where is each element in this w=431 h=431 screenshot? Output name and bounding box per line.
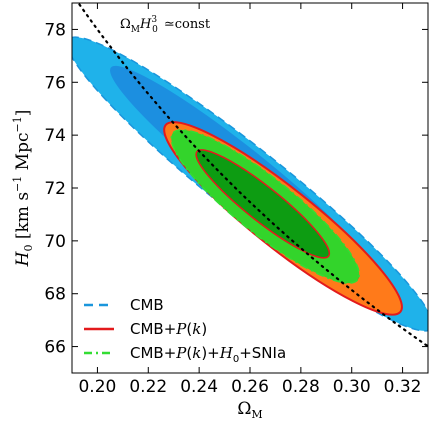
y-tick-label: 66 xyxy=(44,338,66,358)
x-tick-label: 0.30 xyxy=(333,377,371,397)
legend-label-cmb-pk: CMB+P(k) xyxy=(130,320,207,338)
y-axis-label: H0 [km s−1 Mpc−1] xyxy=(11,110,35,268)
x-tick-label: 0.32 xyxy=(384,377,422,397)
contour-regions xyxy=(72,3,428,348)
x-axis: 0.20 0.22 0.24 0.26 0.28 0.30 0.32 xyxy=(78,3,422,397)
cmb-pk-h0-snia-68-region xyxy=(195,149,331,259)
x-tick-label: 0.28 xyxy=(282,377,320,397)
legend-label-cmb: CMB xyxy=(130,296,164,314)
y-tick-label: 70 xyxy=(44,232,66,252)
x-axis-label: ΩM xyxy=(237,399,262,421)
y-axis: 66 68 70 72 74 76 78 xyxy=(44,20,428,358)
const-annotation: ΩMH3 0 ≃const xyxy=(120,15,211,35)
legend-label-cmb-pk-h0-snia: CMB+P(k)+H0+SNIa xyxy=(130,344,286,365)
y-tick-label: 78 xyxy=(44,20,66,40)
x-tick-label: 0.20 xyxy=(78,377,116,397)
x-tick-label: 0.24 xyxy=(180,377,218,397)
x-tick-label: 0.26 xyxy=(231,377,269,397)
y-tick-label: 76 xyxy=(44,73,66,93)
legend: CMB CMB+P(k) CMB+P(k)+H0+SNIa xyxy=(84,296,286,365)
y-tick-label: 74 xyxy=(44,126,66,146)
y-tick-label: 72 xyxy=(44,179,66,199)
y-tick-label: 68 xyxy=(44,285,66,305)
const-degeneracy-line xyxy=(77,3,428,348)
x-tick-label: 0.22 xyxy=(129,377,167,397)
